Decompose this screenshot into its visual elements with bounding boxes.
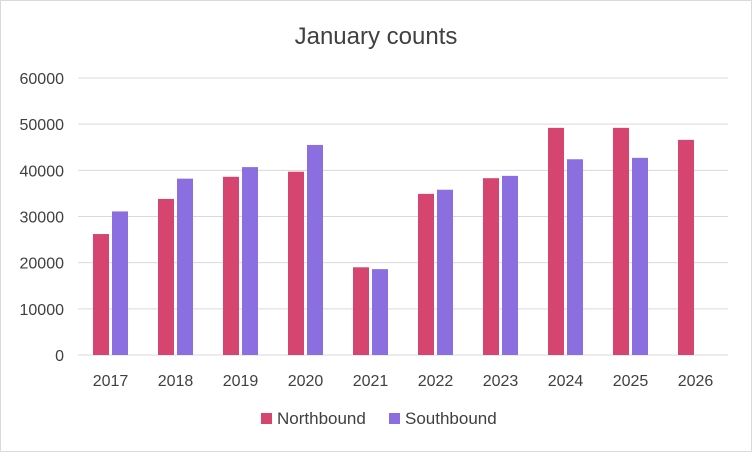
- bar-southbound-2025: [632, 157, 648, 355]
- chart-title: January counts: [295, 23, 458, 50]
- x-tick-label: 2025: [613, 373, 649, 390]
- y-tick-label: 0: [55, 348, 64, 365]
- gridlines: [78, 77, 728, 356]
- bar-southbound-2020: [307, 144, 323, 355]
- bar-southbound-2018: [177, 178, 193, 355]
- legend-swatch-northbound: [261, 413, 272, 424]
- bars: [93, 127, 694, 355]
- legend-label-southbound: Southbound: [405, 409, 497, 428]
- y-tick-label: 60000: [20, 71, 65, 88]
- legend-swatch-southbound: [389, 413, 400, 424]
- x-tick-label: 2026: [678, 373, 714, 390]
- bar-northbound-2020: [288, 171, 304, 355]
- bar-southbound-2019: [242, 167, 258, 355]
- bar-northbound-2026: [678, 139, 694, 355]
- x-tick-label: 2017: [93, 373, 129, 390]
- bar-northbound-2024: [548, 127, 564, 355]
- legend: Northbound Southbound: [261, 409, 497, 428]
- bar-southbound-2024: [567, 159, 583, 355]
- bar-southbound-2021: [372, 269, 388, 355]
- y-tick-label: 10000: [20, 302, 65, 319]
- x-tick-label: 2021: [353, 373, 389, 390]
- x-tick-label: 2018: [158, 373, 194, 390]
- x-tick-label: 2019: [223, 373, 259, 390]
- x-axis-ticks: 2017 2018 2019 2020 2021 2022 2023 2024 2025 2026: [93, 373, 714, 390]
- bar-southbound-2017: [112, 211, 128, 355]
- legend-label-northbound: Northbound: [277, 409, 366, 428]
- bar-southbound-2022: [437, 189, 453, 355]
- bar-southbound-2023: [502, 175, 518, 355]
- y-axis-ticks: 0 10000 20000 30000 40000 50000 60000: [20, 71, 65, 365]
- bar-northbound-2019: [223, 176, 239, 355]
- bar-northbound-2022: [418, 193, 434, 355]
- bar-northbound-2023: [483, 178, 499, 355]
- x-tick-label: 2020: [288, 373, 324, 390]
- bar-northbound-2025: [613, 127, 629, 355]
- y-tick-label: 20000: [20, 256, 65, 273]
- bar-northbound-2018: [158, 198, 174, 355]
- x-tick-label: 2022: [418, 373, 454, 390]
- y-tick-label: 30000: [20, 210, 65, 227]
- y-tick-label: 50000: [20, 117, 65, 134]
- x-tick-label: 2024: [548, 373, 584, 390]
- bar-northbound-2017: [93, 234, 109, 355]
- x-tick-label: 2023: [483, 373, 519, 390]
- bar-northbound-2021: [353, 267, 369, 355]
- y-tick-label: 40000: [20, 163, 65, 180]
